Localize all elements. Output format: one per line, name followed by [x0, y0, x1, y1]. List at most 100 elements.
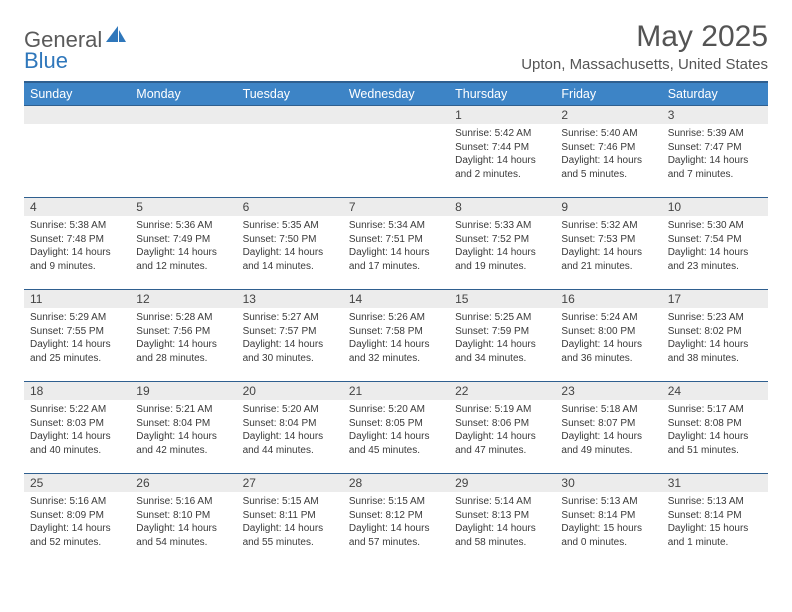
- day-data: Sunrise: 5:24 AMSunset: 8:00 PMDaylight:…: [555, 308, 661, 367]
- calendar-day-cell: 22Sunrise: 5:19 AMSunset: 8:06 PMDayligh…: [449, 382, 555, 474]
- calendar-week-row: 18Sunrise: 5:22 AMSunset: 8:03 PMDayligh…: [24, 382, 768, 474]
- calendar-week-row: 11Sunrise: 5:29 AMSunset: 7:55 PMDayligh…: [24, 290, 768, 382]
- sunrise-text: Sunrise: 5:38 AM: [30, 219, 124, 233]
- day-data: Sunrise: 5:23 AMSunset: 8:02 PMDaylight:…: [662, 308, 768, 367]
- day-data: Sunrise: 5:34 AMSunset: 7:51 PMDaylight:…: [343, 216, 449, 275]
- sunset-text: Sunset: 8:02 PM: [668, 325, 762, 339]
- day-number: 9: [555, 198, 661, 216]
- day-number: 22: [449, 382, 555, 400]
- sunset-text: Sunset: 8:14 PM: [561, 509, 655, 523]
- sunrise-text: Sunrise: 5:19 AM: [455, 403, 549, 417]
- calendar-day-cell: 6Sunrise: 5:35 AMSunset: 7:50 PMDaylight…: [237, 198, 343, 290]
- daylight-text: Daylight: 14 hours and 17 minutes.: [349, 246, 443, 273]
- day-data: Sunrise: 5:35 AMSunset: 7:50 PMDaylight:…: [237, 216, 343, 275]
- weekday-header: Sunday: [24, 82, 130, 106]
- calendar-day-cell: 29Sunrise: 5:14 AMSunset: 8:13 PMDayligh…: [449, 474, 555, 566]
- day-number: 24: [662, 382, 768, 400]
- calendar-day-cell: 5Sunrise: 5:36 AMSunset: 7:49 PMDaylight…: [130, 198, 236, 290]
- sunset-text: Sunset: 7:51 PM: [349, 233, 443, 247]
- calendar-week-row: 25Sunrise: 5:16 AMSunset: 8:09 PMDayligh…: [24, 474, 768, 566]
- day-number: 14: [343, 290, 449, 308]
- day-number: 12: [130, 290, 236, 308]
- sunset-text: Sunset: 7:55 PM: [30, 325, 124, 339]
- daylight-text: Daylight: 14 hours and 54 minutes.: [136, 522, 230, 549]
- day-data: Sunrise: 5:25 AMSunset: 7:59 PMDaylight:…: [449, 308, 555, 367]
- calendar-day-cell: 27Sunrise: 5:15 AMSunset: 8:11 PMDayligh…: [237, 474, 343, 566]
- sunrise-text: Sunrise: 5:14 AM: [455, 495, 549, 509]
- day-number: 25: [24, 474, 130, 492]
- sunrise-text: Sunrise: 5:21 AM: [136, 403, 230, 417]
- calendar-day-cell: 23Sunrise: 5:18 AMSunset: 8:07 PMDayligh…: [555, 382, 661, 474]
- day-number: 18: [24, 382, 130, 400]
- day-data: Sunrise: 5:20 AMSunset: 8:04 PMDaylight:…: [237, 400, 343, 459]
- title-block: May 2025 Upton, Massachusetts, United St…: [521, 20, 768, 73]
- daylight-text: Daylight: 14 hours and 34 minutes.: [455, 338, 549, 365]
- day-number: 15: [449, 290, 555, 308]
- weekday-header-row: Sunday Monday Tuesday Wednesday Thursday…: [24, 82, 768, 106]
- daylight-text: Daylight: 14 hours and 32 minutes.: [349, 338, 443, 365]
- day-number: [343, 106, 449, 124]
- weekday-header: Thursday: [449, 82, 555, 106]
- day-number: 29: [449, 474, 555, 492]
- daylight-text: Daylight: 14 hours and 36 minutes.: [561, 338, 655, 365]
- sunrise-text: Sunrise: 5:33 AM: [455, 219, 549, 233]
- weekday-header: Monday: [130, 82, 236, 106]
- day-number: 17: [662, 290, 768, 308]
- day-number: 16: [555, 290, 661, 308]
- daylight-text: Daylight: 15 hours and 0 minutes.: [561, 522, 655, 549]
- daylight-text: Daylight: 14 hours and 28 minutes.: [136, 338, 230, 365]
- brand-blue-wrap: Blue: [24, 48, 68, 74]
- daylight-text: Daylight: 14 hours and 9 minutes.: [30, 246, 124, 273]
- calendar-day-cell: 25Sunrise: 5:16 AMSunset: 8:09 PMDayligh…: [24, 474, 130, 566]
- calendar-day-cell: 3Sunrise: 5:39 AMSunset: 7:47 PMDaylight…: [662, 106, 768, 198]
- day-number: 21: [343, 382, 449, 400]
- sunset-text: Sunset: 8:04 PM: [243, 417, 337, 431]
- calendar-day-cell: 30Sunrise: 5:13 AMSunset: 8:14 PMDayligh…: [555, 474, 661, 566]
- sunset-text: Sunset: 8:10 PM: [136, 509, 230, 523]
- daylight-text: Daylight: 14 hours and 14 minutes.: [243, 246, 337, 273]
- day-data: Sunrise: 5:28 AMSunset: 7:56 PMDaylight:…: [130, 308, 236, 367]
- calendar-day-cell: 12Sunrise: 5:28 AMSunset: 7:56 PMDayligh…: [130, 290, 236, 382]
- calendar-day-cell: [24, 106, 130, 198]
- calendar-day-cell: 21Sunrise: 5:20 AMSunset: 8:05 PMDayligh…: [343, 382, 449, 474]
- calendar-day-cell: 17Sunrise: 5:23 AMSunset: 8:02 PMDayligh…: [662, 290, 768, 382]
- sunrise-text: Sunrise: 5:26 AM: [349, 311, 443, 325]
- sunset-text: Sunset: 7:52 PM: [455, 233, 549, 247]
- day-number: 1: [449, 106, 555, 124]
- daylight-text: Daylight: 14 hours and 45 minutes.: [349, 430, 443, 457]
- sunset-text: Sunset: 8:03 PM: [30, 417, 124, 431]
- day-data: Sunrise: 5:22 AMSunset: 8:03 PMDaylight:…: [24, 400, 130, 459]
- sunrise-text: Sunrise: 5:15 AM: [243, 495, 337, 509]
- sunset-text: Sunset: 8:07 PM: [561, 417, 655, 431]
- daylight-text: Daylight: 14 hours and 57 minutes.: [349, 522, 443, 549]
- day-data: Sunrise: 5:16 AMSunset: 8:10 PMDaylight:…: [130, 492, 236, 551]
- day-number: 11: [24, 290, 130, 308]
- sunrise-text: Sunrise: 5:16 AM: [136, 495, 230, 509]
- calendar-day-cell: 15Sunrise: 5:25 AMSunset: 7:59 PMDayligh…: [449, 290, 555, 382]
- day-number: 5: [130, 198, 236, 216]
- day-data: Sunrise: 5:27 AMSunset: 7:57 PMDaylight:…: [237, 308, 343, 367]
- daylight-text: Daylight: 14 hours and 2 minutes.: [455, 154, 549, 181]
- day-data: Sunrise: 5:40 AMSunset: 7:46 PMDaylight:…: [555, 124, 661, 183]
- sunrise-text: Sunrise: 5:39 AM: [668, 127, 762, 141]
- day-number: 20: [237, 382, 343, 400]
- sunrise-text: Sunrise: 5:30 AM: [668, 219, 762, 233]
- sunset-text: Sunset: 7:57 PM: [243, 325, 337, 339]
- daylight-text: Daylight: 14 hours and 49 minutes.: [561, 430, 655, 457]
- sunset-text: Sunset: 8:06 PM: [455, 417, 549, 431]
- day-number: 23: [555, 382, 661, 400]
- day-data: Sunrise: 5:20 AMSunset: 8:05 PMDaylight:…: [343, 400, 449, 459]
- sunset-text: Sunset: 7:47 PM: [668, 141, 762, 155]
- day-number: 10: [662, 198, 768, 216]
- calendar-week-row: 1Sunrise: 5:42 AMSunset: 7:44 PMDaylight…: [24, 106, 768, 198]
- daylight-text: Daylight: 14 hours and 30 minutes.: [243, 338, 337, 365]
- daylight-text: Daylight: 14 hours and 25 minutes.: [30, 338, 124, 365]
- weekday-header: Wednesday: [343, 82, 449, 106]
- daylight-text: Daylight: 14 hours and 23 minutes.: [668, 246, 762, 273]
- sunrise-text: Sunrise: 5:15 AM: [349, 495, 443, 509]
- day-data: Sunrise: 5:18 AMSunset: 8:07 PMDaylight:…: [555, 400, 661, 459]
- calendar-day-cell: 26Sunrise: 5:16 AMSunset: 8:10 PMDayligh…: [130, 474, 236, 566]
- calendar-table: Sunday Monday Tuesday Wednesday Thursday…: [24, 81, 768, 566]
- weekday-header: Friday: [555, 82, 661, 106]
- day-data: Sunrise: 5:16 AMSunset: 8:09 PMDaylight:…: [24, 492, 130, 551]
